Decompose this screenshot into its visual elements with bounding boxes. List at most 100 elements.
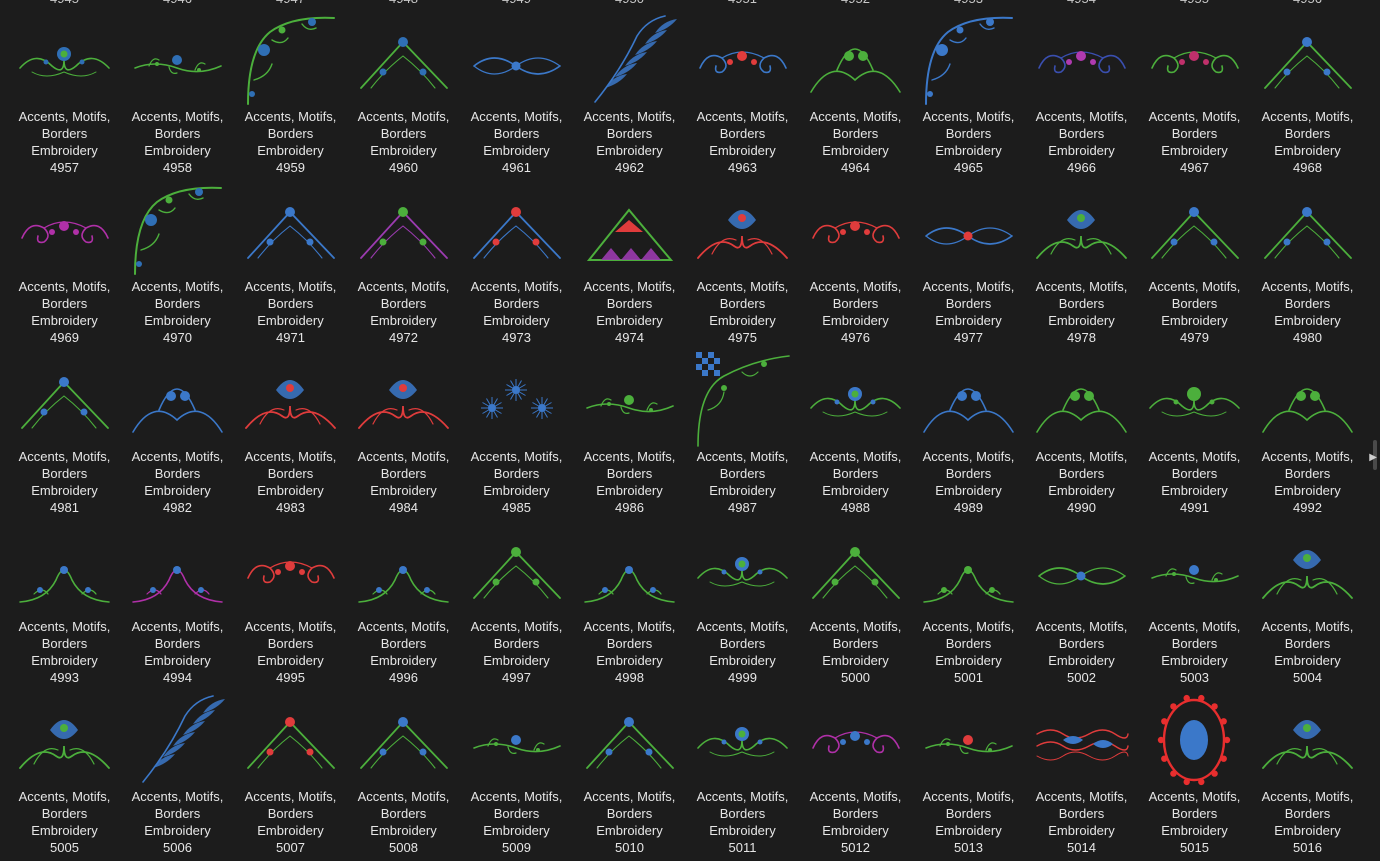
item-number: 4982 bbox=[163, 500, 192, 515]
thumbnail-item[interactable]: Accents, Motifs, Borders Embroidery 5001 bbox=[912, 518, 1025, 688]
item-caption: Accents, Motifs, Borders Embroidery 4977 bbox=[912, 278, 1025, 346]
item-caption: Accents, Motifs, Borders Embroidery 5003 bbox=[1138, 618, 1251, 686]
thumbnail-item[interactable]: Accents, Motifs, Borders Embroidery 5005 bbox=[8, 688, 121, 858]
thumbnail-item[interactable]: Accents, Motifs, Borders Embroidery 4986 bbox=[573, 348, 686, 518]
thumbnail-item[interactable]: Accents, Motifs, Borders Embroidery 4996 bbox=[347, 518, 460, 688]
item-caption: Accents, Motifs, Borders Embroidery 4991 bbox=[1138, 448, 1251, 516]
thumbnail-item[interactable]: Accents, Motifs, Borders Embroidery 5015 bbox=[1138, 688, 1251, 858]
thumbnail-item[interactable]: Accents, Motifs, Borders Embroidery 4974 bbox=[573, 178, 686, 348]
embroidery-motif-icon bbox=[242, 350, 339, 447]
thumbnail-item[interactable]: Accents, Motifs, Borders Embroidery 4961 bbox=[460, 8, 573, 178]
thumbnail-item[interactable]: Accents, Motifs, Borders Embroidery 5012 bbox=[799, 688, 912, 858]
thumbnail-item[interactable]: Accents, Motifs, Borders Embroidery 4966 bbox=[1025, 8, 1138, 178]
embroidery-motif-icon bbox=[694, 690, 791, 787]
thumbnail-item[interactable]: Accents, Motifs, Borders Embroidery 4970 bbox=[121, 178, 234, 348]
item-number: 4958 bbox=[163, 160, 192, 175]
thumbnail-item[interactable]: Accents, Motifs, Borders Embroidery 5013 bbox=[912, 688, 1025, 858]
thumbnail-item[interactable]: Accents, Motifs, Borders Embroidery 4982 bbox=[121, 348, 234, 518]
thumbnail-item[interactable]: Accents, Motifs, Borders Embroidery 4981 bbox=[8, 348, 121, 518]
item-caption-line: Accents, Motifs, bbox=[922, 279, 1015, 294]
thumbnail-item[interactable]: Accents, Motifs, Borders Embroidery 4985 bbox=[460, 348, 573, 518]
thumbnail-item[interactable]: Accents, Motifs, Borders Embroidery 4960 bbox=[347, 8, 460, 178]
thumbnail-item[interactable]: Accents, Motifs, Borders Embroidery 4967 bbox=[1138, 8, 1251, 178]
item-caption-line: Borders bbox=[1171, 806, 1218, 821]
item-caption-line: Accents, Motifs, bbox=[1035, 789, 1128, 804]
item-caption-line: Embroidery bbox=[257, 653, 324, 668]
item-caption-line: Embroidery bbox=[483, 823, 550, 838]
thumbnail-item[interactable]: Accents, Motifs, Borders Embroidery 4976 bbox=[799, 178, 912, 348]
thumbnail-item[interactable]: Accents, Motifs, Borders Embroidery 5008 bbox=[347, 688, 460, 858]
thumbnail-item[interactable]: Accents, Motifs, Borders Embroidery 4975 bbox=[686, 178, 799, 348]
item-number: 4962 bbox=[615, 160, 644, 175]
item-number: 4986 bbox=[615, 500, 644, 515]
item-number: 5002 bbox=[1067, 670, 1096, 685]
thumbnail-item[interactable]: Accents, Motifs, Borders Embroidery 4962 bbox=[573, 8, 686, 178]
thumbnail-item[interactable]: Accents, Motifs, Borders Embroidery 4997 bbox=[460, 518, 573, 688]
vertical-scrollbar[interactable]: ▶ bbox=[1364, 0, 1380, 861]
thumbnail-item[interactable]: Accents, Motifs, Borders Embroidery 4989 bbox=[912, 348, 1025, 518]
thumbnail-item[interactable]: Accents, Motifs, Borders Embroidery 4978 bbox=[1025, 178, 1138, 348]
thumbnail-item[interactable]: Accents, Motifs, Borders Embroidery 4987 bbox=[686, 348, 799, 518]
embroidery-motif-icon bbox=[355, 180, 452, 277]
thumbnail-item[interactable]: Accents, Motifs, Borders Embroidery 4971 bbox=[234, 178, 347, 348]
thumbnail-item[interactable]: Accents, Motifs, Borders Embroidery 4998 bbox=[573, 518, 686, 688]
item-caption-line: Borders bbox=[1058, 466, 1105, 481]
thumbnail-item[interactable]: Accents, Motifs, Borders Embroidery 4984 bbox=[347, 348, 460, 518]
item-caption-line: Accents, Motifs, bbox=[244, 109, 337, 124]
scrollbar-thumb[interactable] bbox=[1373, 440, 1377, 470]
thumbnail-item[interactable]: Accents, Motifs, Borders Embroidery 4991 bbox=[1138, 348, 1251, 518]
item-caption-line: Embroidery bbox=[709, 313, 776, 328]
thumbnail-item[interactable]: Accents, Motifs, Borders Embroidery 4999 bbox=[686, 518, 799, 688]
thumbnail-item[interactable]: Accents, Motifs, Borders Embroidery 4973 bbox=[460, 178, 573, 348]
thumbnail-item[interactable]: Accents, Motifs, Borders Embroidery 5003 bbox=[1138, 518, 1251, 688]
thumbnail-item[interactable]: Accents, Motifs, Borders Embroidery 4988 bbox=[799, 348, 912, 518]
thumbnail-item[interactable]: Accents, Motifs, Borders Embroidery 4959 bbox=[234, 8, 347, 178]
thumbnail-item[interactable]: Accents, Motifs, Borders Embroidery 5009 bbox=[460, 688, 573, 858]
item-caption-line: Borders bbox=[380, 636, 427, 651]
thumbnail-item[interactable]: Accents, Motifs, Borders Embroidery 4992 bbox=[1251, 348, 1364, 518]
thumbnail-item[interactable]: Accents, Motifs, Borders Embroidery 4964 bbox=[799, 8, 912, 178]
item-caption-line: Accents, Motifs, bbox=[470, 109, 563, 124]
thumbnail-item[interactable]: Accents, Motifs, Borders Embroidery 5004 bbox=[1251, 518, 1364, 688]
embroidery-motif-icon bbox=[355, 520, 452, 617]
thumbnail-item[interactable]: Accents, Motifs, Borders Embroidery 4965 bbox=[912, 8, 1025, 178]
thumbnail-item[interactable]: Accents, Motifs, Borders Embroidery 4993 bbox=[8, 518, 121, 688]
thumbnail-item[interactable]: Accents, Motifs, Borders Embroidery 4963 bbox=[686, 8, 799, 178]
thumbnail-item[interactable]: Accents, Motifs, Borders Embroidery 4957 bbox=[8, 8, 121, 178]
thumbnail-item[interactable]: Accents, Motifs, Borders Embroidery 4977 bbox=[912, 178, 1025, 348]
thumbnail-item[interactable]: Accents, Motifs, Borders Embroidery 4972 bbox=[347, 178, 460, 348]
thumbnail-item[interactable]: Accents, Motifs, Borders Embroidery 4958 bbox=[121, 8, 234, 178]
scroll-arrow-icon[interactable]: ▶ bbox=[1369, 452, 1377, 463]
thumbnail-item[interactable]: Accents, Motifs, Borders Embroidery 4969 bbox=[8, 178, 121, 348]
thumbnail-item[interactable]: Accents, Motifs, Borders Embroidery 5007 bbox=[234, 688, 347, 858]
item-number: 4997 bbox=[502, 670, 531, 685]
thumbnail-item[interactable]: Accents, Motifs, Borders Embroidery 4983 bbox=[234, 348, 347, 518]
thumbnail-item[interactable]: Accents, Motifs, Borders Embroidery 5016 bbox=[1251, 688, 1364, 858]
cut-off-item-number: 4953 bbox=[912, 0, 1025, 5]
thumbnail-item[interactable]: Accents, Motifs, Borders Embroidery 5006 bbox=[121, 688, 234, 858]
item-caption-line: Embroidery bbox=[31, 483, 98, 498]
thumbnail-item[interactable]: Accents, Motifs, Borders Embroidery 5002 bbox=[1025, 518, 1138, 688]
embroidery-motif-icon bbox=[1033, 350, 1130, 447]
thumbnail-item[interactable]: Accents, Motifs, Borders Embroidery 4968 bbox=[1251, 8, 1364, 178]
item-caption: Accents, Motifs, Borders Embroidery 4965 bbox=[912, 108, 1025, 176]
cut-off-item-number: 4945 bbox=[8, 0, 121, 5]
thumbnail-item[interactable]: Accents, Motifs, Borders Embroidery 4995 bbox=[234, 518, 347, 688]
item-caption-line: Embroidery bbox=[370, 483, 437, 498]
thumbnail-item[interactable]: Accents, Motifs, Borders Embroidery 4990 bbox=[1025, 348, 1138, 518]
embroidery-motif-icon bbox=[468, 180, 565, 277]
embroidery-motif-icon bbox=[1033, 180, 1130, 277]
thumbnail-item[interactable]: Accents, Motifs, Borders Embroidery 4980 bbox=[1251, 178, 1364, 348]
item-caption-line: Borders bbox=[1171, 296, 1218, 311]
thumbnail-item[interactable]: Accents, Motifs, Borders Embroidery 4994 bbox=[121, 518, 234, 688]
thumbnail-item[interactable]: Accents, Motifs, Borders Embroidery 5014 bbox=[1025, 688, 1138, 858]
item-number: 4988 bbox=[841, 500, 870, 515]
thumbnail-item[interactable]: Accents, Motifs, Borders Embroidery 5010 bbox=[573, 688, 686, 858]
item-caption-line: Embroidery bbox=[596, 823, 663, 838]
thumbnail-item[interactable]: Accents, Motifs, Borders Embroidery 5011 bbox=[686, 688, 799, 858]
thumbnail-item[interactable]: Accents, Motifs, Borders Embroidery 4979 bbox=[1138, 178, 1251, 348]
thumbnail-item[interactable]: Accents, Motifs, Borders Embroidery 5000 bbox=[799, 518, 912, 688]
item-caption-line: Accents, Motifs, bbox=[1035, 279, 1128, 294]
item-caption-line: Embroidery bbox=[1048, 143, 1115, 158]
cut-off-item-number: 4955 bbox=[1138, 0, 1251, 5]
